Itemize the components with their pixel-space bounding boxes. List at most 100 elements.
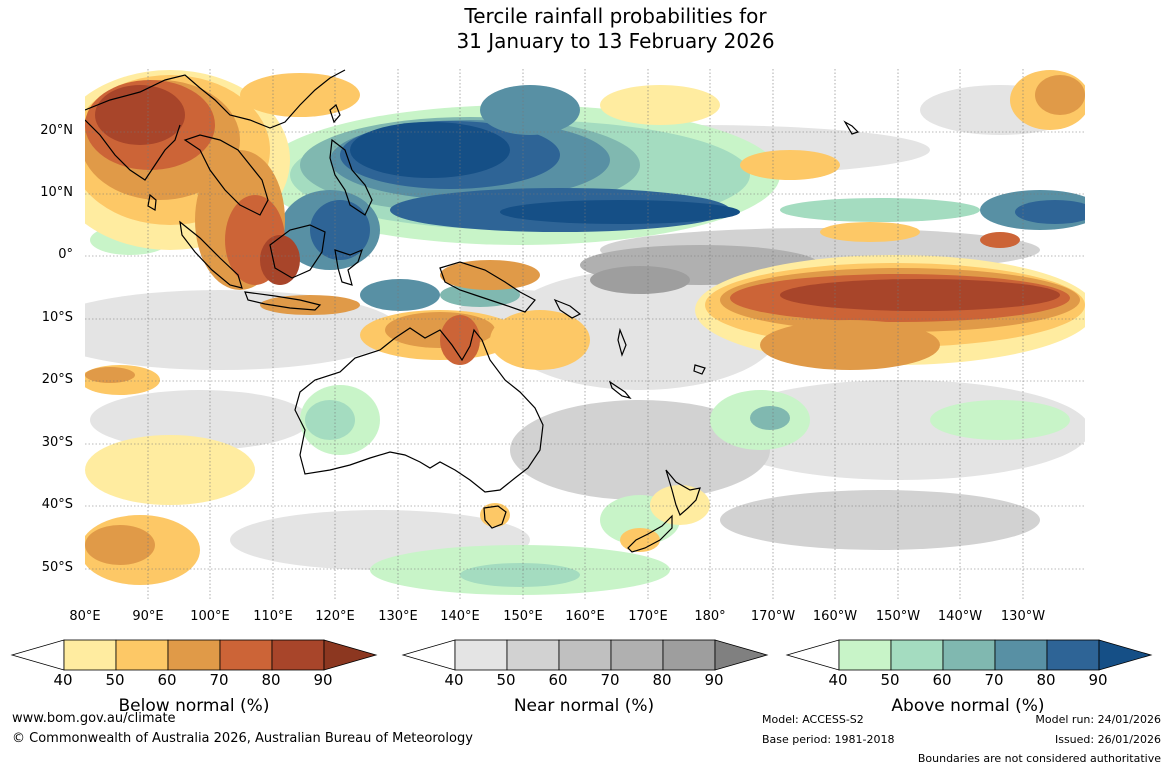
colorbar-near-title: Near normal (%) bbox=[513, 696, 655, 716]
lat-label-20s: 20°S bbox=[41, 372, 73, 387]
above-normal-regions bbox=[90, 85, 1085, 595]
lon-label-150e: 150°E bbox=[503, 609, 543, 624]
footer-disclaimer: Boundaries are not considered authoritat… bbox=[917, 752, 1161, 765]
colorbar-near-segment bbox=[506, 639, 560, 671]
asia-mainland-coastline bbox=[85, 69, 346, 216]
australia-coastline bbox=[294, 327, 544, 493]
colorbar-below-segment bbox=[115, 639, 169, 671]
above-tick-60: 60 bbox=[932, 671, 952, 689]
above-tick-40: 40 bbox=[828, 671, 848, 689]
hawaii-coastline bbox=[843, 120, 860, 135]
philippines-coastline bbox=[329, 138, 373, 216]
lon-label-130e: 130°E bbox=[378, 609, 418, 624]
lat-label-0: 0° bbox=[58, 247, 73, 262]
colorbar-below-segment bbox=[63, 639, 117, 671]
colorbar-above-title: Above normal (%) bbox=[891, 696, 1045, 716]
footer-issued: Issued: 26/01/2026 bbox=[1054, 733, 1161, 746]
lon-label-90e: 90°E bbox=[132, 609, 164, 624]
colorbar-near-segment bbox=[662, 639, 716, 671]
colorbars bbox=[10, 639, 1153, 671]
colorbar-below-title: Below normal (%) bbox=[118, 696, 270, 716]
taiwan-coastline bbox=[329, 104, 341, 124]
near-tick-70: 70 bbox=[600, 671, 620, 689]
borneo-coastline bbox=[269, 224, 326, 279]
above-tick-80: 80 bbox=[1036, 671, 1056, 689]
below-tick-40: 40 bbox=[53, 671, 73, 689]
lon-label-160e: 160°E bbox=[565, 609, 605, 624]
colorbar-below-segment bbox=[167, 639, 221, 671]
probability-field bbox=[85, 70, 1085, 595]
near-tick-40: 40 bbox=[444, 671, 464, 689]
colorbar-above-segment bbox=[838, 639, 892, 671]
colorbar-near-segment bbox=[454, 639, 508, 671]
colorbar-below-high-arrow bbox=[323, 639, 378, 671]
lon-label-80e: 80°E bbox=[69, 609, 101, 624]
tasmania-coastline bbox=[483, 505, 507, 529]
footer-model-run: Model run: 24/01/2026 bbox=[1035, 713, 1161, 726]
below-tick-90: 90 bbox=[313, 671, 333, 689]
graticule bbox=[85, 69, 1085, 600]
footer-model: Model: ACCESS-S2 bbox=[762, 713, 864, 726]
solomon-islands-coastline bbox=[553, 298, 582, 319]
title-line-2: 31 January to 13 February 2026 bbox=[456, 29, 775, 53]
footer-url: www.bom.gov.au/climate bbox=[12, 711, 176, 726]
colorbar-above-segment bbox=[1046, 639, 1100, 671]
lon-label-150w: 150°W bbox=[875, 609, 921, 624]
india-coastline bbox=[85, 119, 181, 181]
lon-label-100e: 100°E bbox=[190, 609, 230, 624]
fiji-coastline bbox=[693, 364, 706, 375]
near-tick-60: 60 bbox=[548, 671, 568, 689]
new-zealand-north-coastline bbox=[665, 469, 701, 517]
near-tick-50: 50 bbox=[496, 671, 516, 689]
lon-label-130w: 130°W bbox=[1000, 609, 1046, 624]
lat-label-30s: 30°S bbox=[41, 435, 73, 450]
lat-label-50s: 50°S bbox=[41, 560, 73, 575]
above-tick-50: 50 bbox=[880, 671, 900, 689]
lon-label-140e: 140°E bbox=[440, 609, 480, 624]
new-zealand-south-coastline bbox=[627, 514, 673, 553]
lat-label-20n: 20°N bbox=[40, 123, 73, 138]
above-tick-90: 90 bbox=[1088, 671, 1108, 689]
lat-label-10n: 10°N bbox=[40, 185, 73, 200]
colorbar-near-segment bbox=[610, 639, 664, 671]
lon-label-170w: 170°W bbox=[750, 609, 796, 624]
title-line-1: Tercile rainfall probabilities for bbox=[464, 4, 767, 28]
lon-label-180: 180° bbox=[694, 609, 726, 624]
lon-label-170e: 170°E bbox=[628, 609, 668, 624]
colorbar-below-segment bbox=[271, 639, 325, 671]
lon-label-160w: 160°W bbox=[812, 609, 858, 624]
colorbar-near-segment bbox=[558, 639, 612, 671]
below-tick-60: 60 bbox=[157, 671, 177, 689]
footer-copyright: © Commonwealth of Australia 2026, Austra… bbox=[12, 731, 473, 746]
colorbar-above-high-arrow bbox=[1098, 639, 1153, 671]
colorbar-below-segment bbox=[219, 639, 273, 671]
colorbar-above-segment bbox=[942, 639, 996, 671]
new-caledonia-coastline bbox=[608, 380, 632, 400]
colorbar-above-segment bbox=[994, 639, 1048, 671]
below-tick-70: 70 bbox=[209, 671, 229, 689]
colorbar-below-low-arrow bbox=[10, 639, 65, 671]
sumatra-coastline bbox=[179, 220, 243, 289]
lon-label-140w: 140°W bbox=[937, 609, 983, 624]
near-tick-80: 80 bbox=[652, 671, 672, 689]
java-coastline bbox=[244, 291, 322, 311]
below-tick-80: 80 bbox=[261, 671, 281, 689]
near-tick-90: 90 bbox=[704, 671, 724, 689]
footer-base-period: Base period: 1981-2018 bbox=[762, 733, 895, 746]
coastlines bbox=[85, 69, 860, 553]
lat-label-40s: 40°S bbox=[41, 497, 73, 512]
above-tick-70: 70 bbox=[984, 671, 1004, 689]
lon-label-110e: 110°E bbox=[253, 609, 293, 624]
colorbar-above-segment bbox=[890, 639, 944, 671]
colorbar-near-low-arrow bbox=[401, 639, 456, 671]
colorbar-near-high-arrow bbox=[714, 639, 769, 671]
sri-lanka-coastline bbox=[147, 193, 157, 211]
chart-title: Tercile rainfall probabilities for 31 Ja… bbox=[0, 4, 1173, 54]
lon-label-120e: 120°E bbox=[315, 609, 355, 624]
vanuatu-coastline bbox=[617, 327, 627, 357]
below-normal-regions bbox=[85, 70, 1085, 585]
lat-label-10s: 10°S bbox=[41, 310, 73, 325]
new-guinea-coastline bbox=[439, 261, 536, 313]
colorbar-above-low-arrow bbox=[785, 639, 840, 671]
